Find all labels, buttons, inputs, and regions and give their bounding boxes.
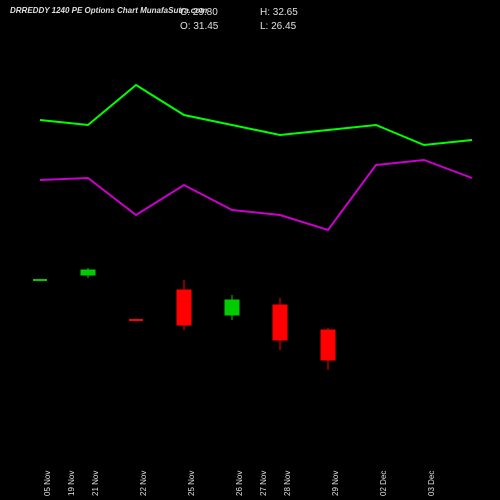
candle-body [225, 300, 239, 315]
x-axis-label: 02 Dec [379, 471, 388, 496]
x-axis-label: 26 Nov [235, 471, 244, 496]
ohlc-right-block: H: 32.65 L: 26.45 [260, 6, 298, 34]
ohlc-left-block: C: 29.80 O: 31.45 [180, 6, 218, 34]
x-axis-label: 28 Nov [283, 471, 292, 496]
candle-body [81, 270, 95, 275]
x-axis-label: 03 Dec [427, 471, 436, 496]
x-axis-label: 29 Nov [331, 471, 340, 496]
low-value: L: 26.45 [260, 20, 298, 34]
candle-body [177, 290, 191, 325]
lower-band-line [40, 160, 472, 230]
x-axis-label: 19 Nov [67, 471, 76, 496]
x-axis: 05 Nov 19 Nov 21 Nov 22 Nov 25 Nov 26 Nov 27 N… [10, 450, 490, 500]
x-axis-label: 05 Nov [43, 471, 52, 496]
x-axis-label: 27 Nov [259, 471, 268, 496]
upper-band-line [40, 85, 472, 145]
candle-body [321, 330, 335, 360]
x-axis-label: 22 Nov [139, 471, 148, 496]
chart-plot-area [10, 40, 490, 470]
chart-svg [10, 40, 490, 460]
chart-title: DRREDDY 1240 PE Options Chart MunafaSutr… [10, 6, 207, 15]
high-value: H: 32.65 [260, 6, 298, 20]
x-axis-label: 21 Nov [91, 471, 100, 496]
x-axis-label: 25 Nov [187, 471, 196, 496]
candle-body [273, 305, 287, 340]
open-value: O: 31.45 [180, 20, 218, 34]
close-value: C: 29.80 [180, 6, 218, 20]
